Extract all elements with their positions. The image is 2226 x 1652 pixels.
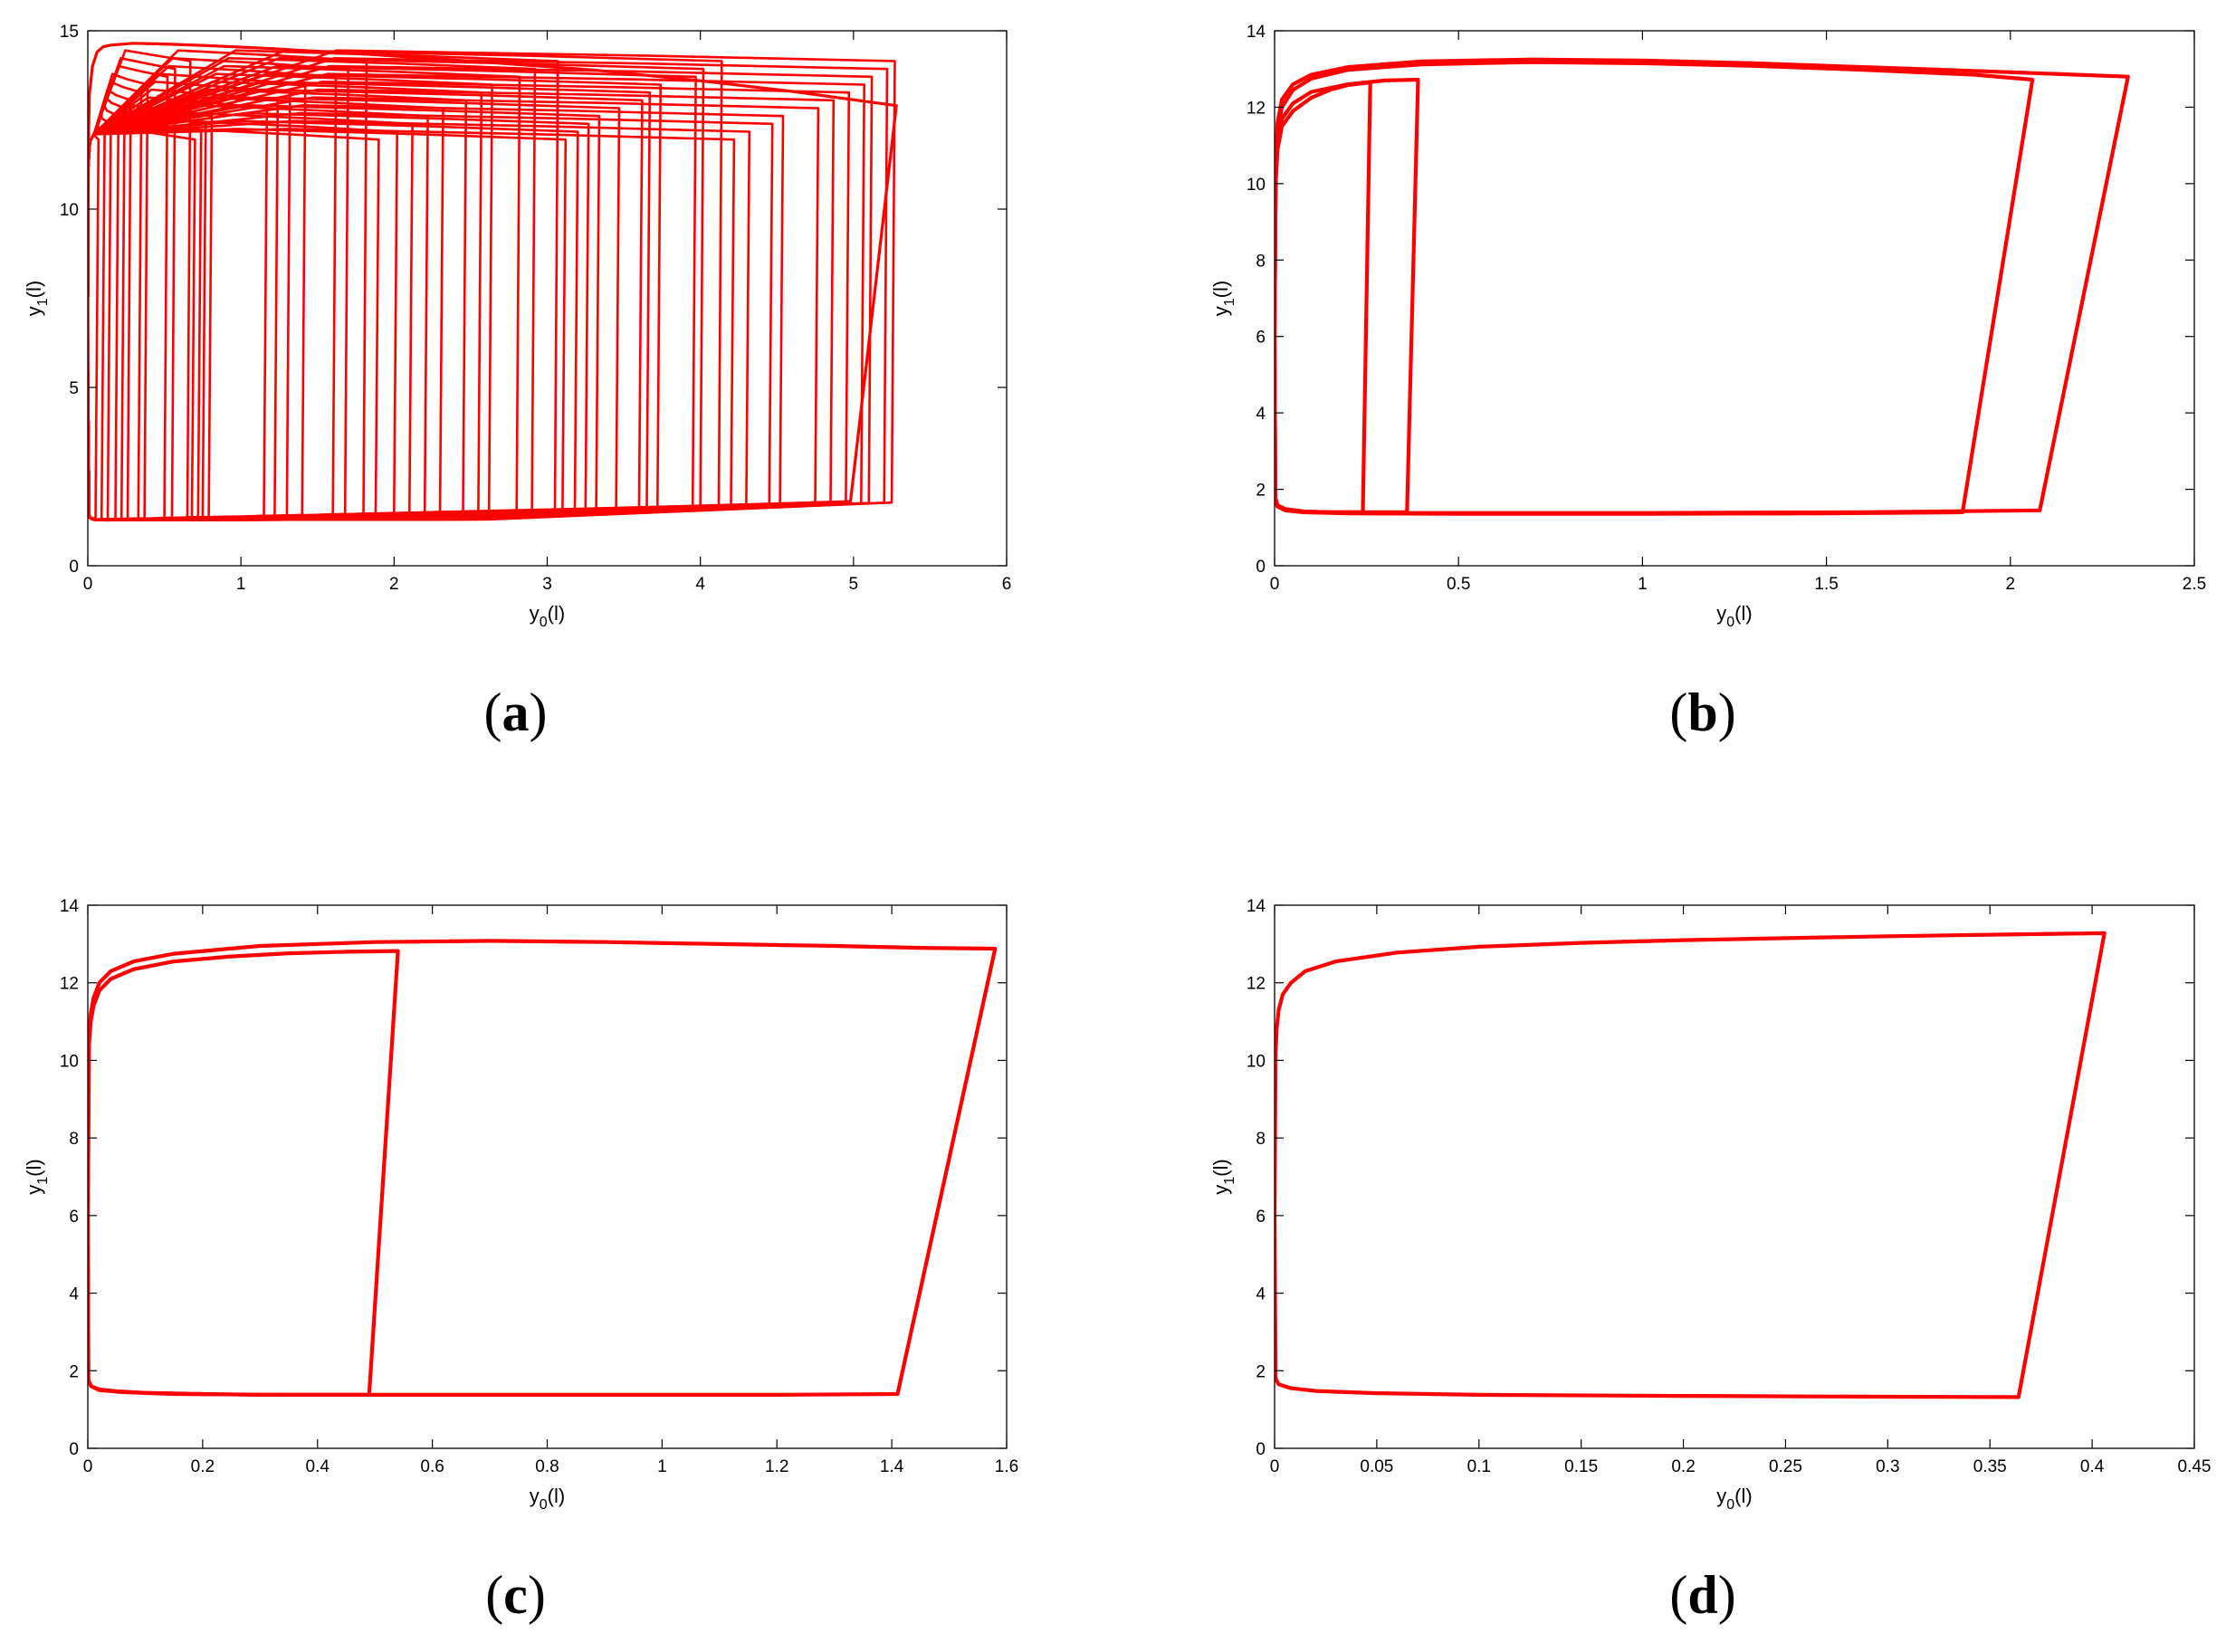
x-tick-label: 0.45 xyxy=(2178,1457,2212,1476)
axes-frame xyxy=(1274,30,2195,567)
panel-label: (c) xyxy=(485,1565,546,1625)
x-tick-label: 1.2 xyxy=(765,1457,788,1476)
chart-panel-d: 0 0.05 0.1 0.15 0.2 0.25 0.3 0.35 0.4 0.45 0 2 4 6 8 10… xyxy=(1209,897,2211,1625)
y-tick-label: 2 xyxy=(69,1362,79,1381)
x-tick-label: 0.15 xyxy=(1564,1457,1598,1476)
x-tick-label: 0.8 xyxy=(535,1457,559,1476)
y-tick-label: 0 xyxy=(1256,558,1266,577)
x-tick-label: 4 xyxy=(695,575,705,594)
x-tick-label: 0.6 xyxy=(420,1457,444,1476)
x-tick-label: 1 xyxy=(657,1457,667,1476)
x-tick-label: 0.25 xyxy=(1769,1457,1802,1476)
x-tick-label: 0.2 xyxy=(191,1457,215,1476)
series-line-4 xyxy=(1275,80,1372,515)
y-tick-label: 12 xyxy=(60,975,79,994)
x-tick-label: 0.1 xyxy=(1467,1457,1491,1476)
y-axis-label: y1(l) xyxy=(1209,1159,1237,1194)
x-axis-label: y0(l) xyxy=(530,1485,565,1513)
y-tick-label: 12 xyxy=(1247,975,1266,994)
y-tick-label: 10 xyxy=(60,201,79,220)
x-tick-label: 0 xyxy=(1270,575,1280,594)
y-tick-label: 5 xyxy=(69,379,79,398)
y-tick-label: 4 xyxy=(69,1285,79,1304)
x-tick-label: 2.5 xyxy=(2183,575,2206,594)
x-axis-label: y0(l) xyxy=(530,602,565,630)
plot-area xyxy=(88,939,998,1398)
y-tick-label: 6 xyxy=(69,1208,79,1227)
series-line-1 xyxy=(1275,931,2107,1399)
x-tick-label: 0.05 xyxy=(1360,1457,1393,1476)
plot-area xyxy=(1275,57,2130,516)
y-tick-label: 14 xyxy=(1247,897,1266,916)
y-tick-label: 2 xyxy=(1256,1362,1266,1381)
x-tick-label: 1 xyxy=(1638,575,1648,594)
x-tick-label: 0.3 xyxy=(1876,1457,1899,1476)
x-tick-label: 0.35 xyxy=(1973,1457,2007,1476)
y-tick-label: 8 xyxy=(1256,252,1266,271)
y-tick-label: 6 xyxy=(1256,1208,1266,1227)
x-tick-label: 0.4 xyxy=(306,1457,330,1476)
y-tick-label: 10 xyxy=(1247,1052,1266,1071)
panel-label: (a) xyxy=(484,683,548,742)
y-tick-label: 10 xyxy=(60,1052,79,1071)
panel-label: (d) xyxy=(1669,1565,1735,1625)
y-tick-label: 4 xyxy=(1256,1285,1266,1304)
x-tick-label: 5 xyxy=(849,575,859,594)
panel-label: (b) xyxy=(1669,683,1735,742)
y-tick-label: 8 xyxy=(1256,1130,1266,1149)
chart-panel-b: 0 0.5 1 1.5 2 2.5 0 2 4 6 8 10 12 14 y0(l) y1(l) (b) xyxy=(1209,23,2206,742)
y-axis-label: y1(l) xyxy=(23,1159,51,1194)
y-tick-label: 6 xyxy=(1256,329,1266,348)
x-tick-label: 0 xyxy=(83,575,93,594)
x-tick-label: 2 xyxy=(389,575,399,594)
series-line-2 xyxy=(88,949,400,1398)
x-tick-label: 1.6 xyxy=(995,1457,1018,1476)
y-tick-label: 0 xyxy=(69,558,79,577)
y-axis-label: y1(l) xyxy=(1209,281,1237,316)
x-tick-label: 1 xyxy=(236,575,246,594)
y-tick-label: 4 xyxy=(1256,405,1266,424)
x-axis-label: y0(l) xyxy=(1716,602,1752,630)
x-axis-label: y0(l) xyxy=(1716,1485,1752,1513)
y-tick-label: 14 xyxy=(60,897,80,916)
x-tick-label: 1.5 xyxy=(1814,575,1838,594)
y-tick-label: 8 xyxy=(69,1130,79,1149)
x-tick-label: 0.5 xyxy=(1447,575,1470,594)
orbit-line-55 xyxy=(88,49,896,521)
x-tick-label: 0 xyxy=(1270,1457,1280,1476)
x-tick-label: 6 xyxy=(1002,575,1012,594)
y-tick-label: 2 xyxy=(1256,482,1266,501)
axes-frame xyxy=(1274,904,2195,1449)
x-tick-label: 3 xyxy=(542,575,552,594)
y-tick-label: 15 xyxy=(60,23,79,42)
plot-area xyxy=(1275,931,2107,1399)
x-tick-label: 2 xyxy=(2006,575,2016,594)
y-axis-label: y1(l) xyxy=(23,281,51,316)
x-tick-label: 1.4 xyxy=(880,1457,904,1476)
x-tick-label: 0.2 xyxy=(1671,1457,1695,1476)
x-tick-label: 0.4 xyxy=(2080,1457,2105,1476)
plot-area xyxy=(88,42,898,522)
y-tick-label: 10 xyxy=(1247,176,1266,195)
chart-panel-a: 0 1 2 3 4 5 6 0 5 10 15 y0(l) y1(l) (a) xyxy=(23,23,1011,742)
y-tick-label: 0 xyxy=(69,1440,79,1459)
chart-panel-c: 0 0.2 0.4 0.6 0.8 1 1.2 1.4 1.6 0 2 4 6 8 10 12 14 y0(l) y… xyxy=(23,897,1018,1625)
y-tick-label: 0 xyxy=(1256,1440,1266,1459)
y-tick-label: 12 xyxy=(1247,99,1266,118)
x-tick-label: 0 xyxy=(83,1457,93,1476)
y-tick-label: 14 xyxy=(1247,23,1266,42)
